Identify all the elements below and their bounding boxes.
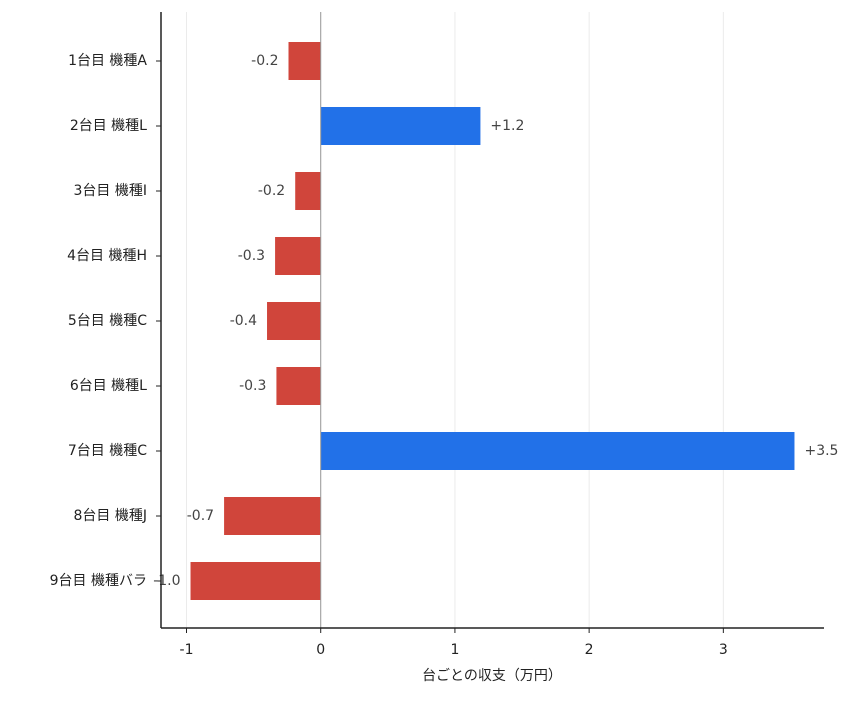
value-label: -1.0 — [153, 573, 180, 589]
value-label: -0.7 — [187, 508, 214, 524]
value-label: -0.3 — [239, 378, 266, 394]
value-label: -0.2 — [258, 183, 285, 199]
bar — [267, 302, 321, 340]
x-tick-label: 3 — [719, 642, 728, 658]
x-tick-label: -1 — [180, 642, 194, 658]
bar — [190, 562, 321, 600]
bar — [276, 367, 321, 405]
value-label: -0.2 — [251, 53, 278, 69]
value-label: +1.2 — [490, 118, 524, 134]
bar — [320, 432, 795, 470]
y-tick-label: 4台目 機種H — [67, 248, 147, 264]
value-label: -0.3 — [238, 248, 265, 264]
bar — [320, 107, 481, 145]
y-tick-label: 7台目 機種C — [68, 443, 147, 459]
x-tick-label: 0 — [316, 642, 325, 658]
y-tick-label: 9台目 機種バラ — [50, 573, 147, 589]
value-label: +3.5 — [804, 443, 838, 459]
y-tick-label: 1台目 機種A — [68, 53, 147, 69]
value-label: -0.4 — [230, 313, 257, 329]
x-tick-label: 1 — [450, 642, 459, 658]
y-tick-label: 3台目 機種I — [74, 183, 148, 199]
y-tick-label: 6台目 機種L — [70, 378, 147, 394]
y-tick-label: 2台目 機種L — [70, 118, 147, 134]
y-tick-label: 8台目 機種J — [74, 508, 148, 524]
y-tick-label: 5台目 機種C — [68, 313, 147, 329]
bar — [275, 237, 321, 275]
x-tick-label: 2 — [585, 642, 594, 658]
bar — [295, 172, 321, 210]
x-axis-label: 台ごとの収支（万円） — [422, 668, 562, 684]
bar — [288, 42, 321, 80]
bar — [224, 497, 321, 535]
